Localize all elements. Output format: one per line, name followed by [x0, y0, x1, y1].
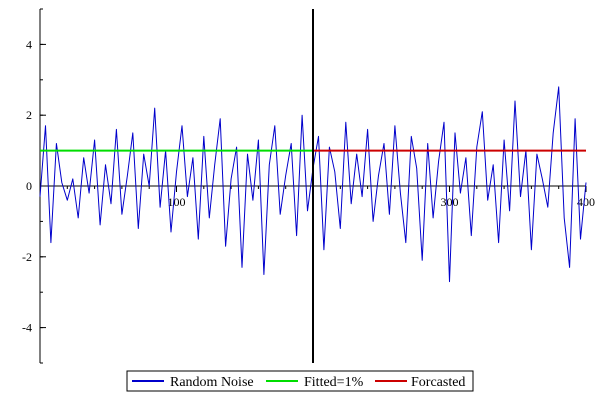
x-tick-label: 400 [577, 195, 595, 209]
y-tick-label: 4 [26, 37, 32, 51]
legend-label-fitted: Fitted=1% [304, 375, 364, 390]
y-tick-label: 0 [26, 179, 32, 193]
legend-label-forcasted: Forcasted [411, 375, 465, 390]
x-tick-label: 100 [168, 195, 186, 209]
x-tick-label: 300 [441, 195, 459, 209]
y-tick-label: -4 [22, 321, 32, 335]
legend-label-random-noise: Random Noise [170, 375, 254, 390]
y-tick-label: 2 [26, 108, 32, 122]
legend-box [126, 370, 474, 392]
y-tick-label: -2 [22, 250, 32, 264]
legend: Random Noise Fitted=1% Forcasted [126, 370, 474, 392]
